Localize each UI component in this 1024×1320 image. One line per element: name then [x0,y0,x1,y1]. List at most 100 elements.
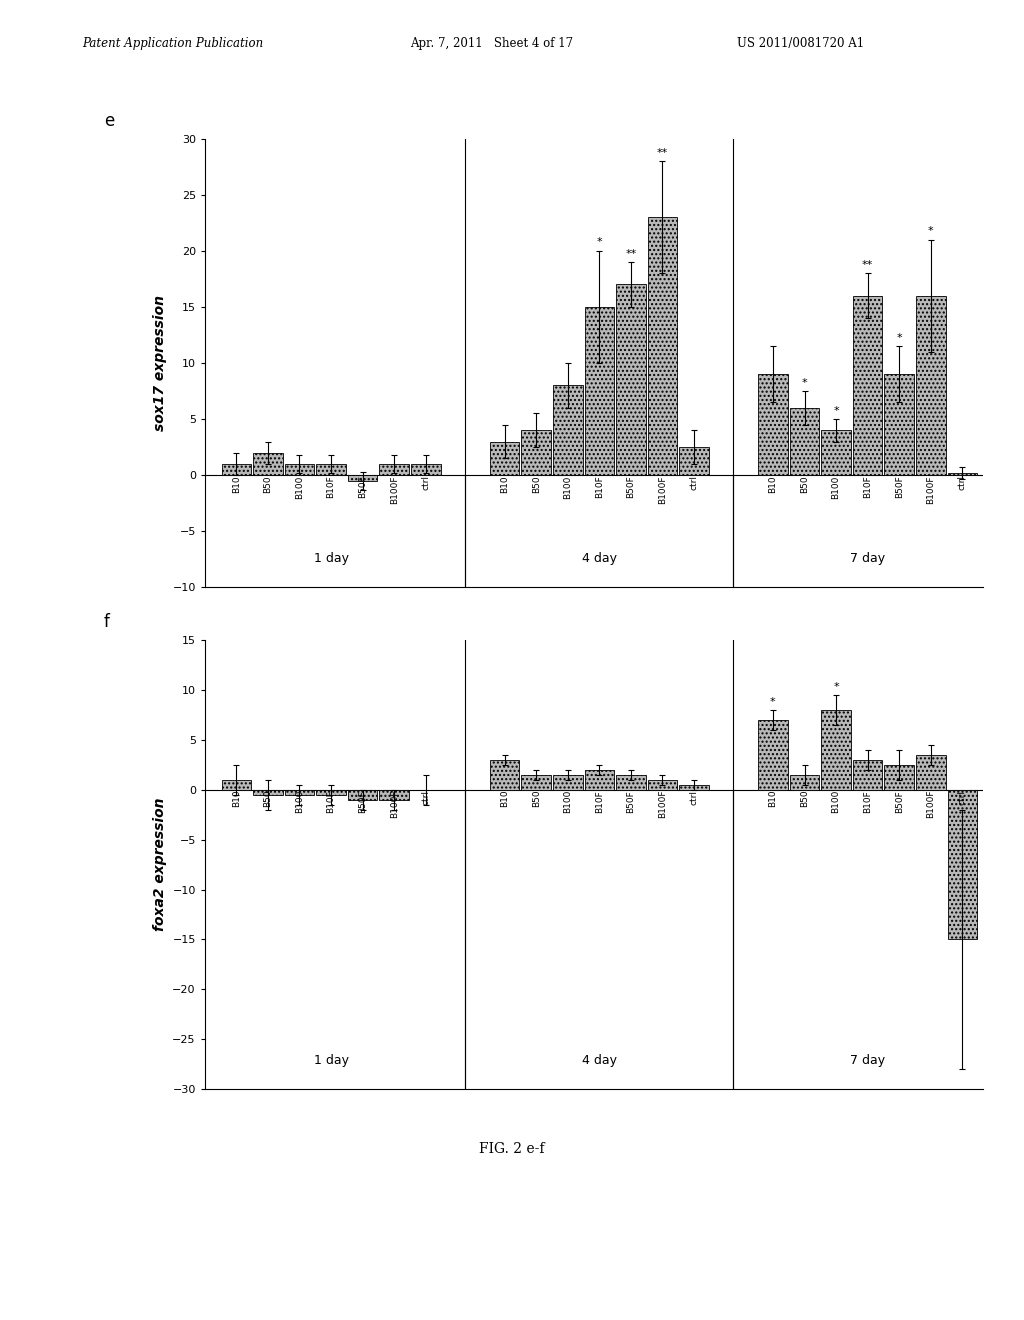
Bar [521,775,551,789]
Text: 4 day: 4 day [582,552,616,565]
Text: B100: B100 [831,475,841,499]
Y-axis label: foxa2 expression: foxa2 expression [153,797,167,932]
Text: Patent Application Publication: Patent Application Publication [82,37,263,50]
Bar [253,789,283,795]
Bar [790,775,819,789]
Bar [489,441,519,475]
Text: B100: B100 [563,475,572,499]
Bar [553,385,583,475]
Text: B50F: B50F [895,789,904,813]
Bar [221,780,251,789]
Text: 1 day: 1 day [313,552,348,565]
Text: B10F: B10F [327,789,336,813]
Bar [647,780,677,789]
Bar [915,755,945,789]
Text: B50F: B50F [895,475,904,498]
Text: B10F: B10F [595,789,604,813]
Bar [379,789,409,800]
Bar [585,306,614,475]
Bar [853,760,883,789]
Bar [616,284,646,475]
Text: B50: B50 [800,789,809,808]
Text: B100: B100 [831,789,841,813]
Text: 7 day: 7 day [850,552,885,565]
Bar [679,785,709,789]
Text: *: * [597,238,602,247]
Text: **: ** [626,248,637,259]
Text: B10: B10 [500,789,509,808]
Text: B50F: B50F [358,475,368,498]
Y-axis label: sox17 expression: sox17 expression [153,294,167,432]
Text: B100F: B100F [390,475,398,504]
Text: FIG. 2 e-f: FIG. 2 e-f [479,1142,545,1156]
Text: f: f [103,614,110,631]
Text: *: * [802,378,807,388]
Text: B10F: B10F [863,789,872,813]
Text: 7 day: 7 day [850,1053,885,1067]
Bar [348,789,378,800]
Bar [885,764,914,789]
Text: 4 day: 4 day [582,1053,616,1067]
Text: *: * [770,697,776,708]
Bar [316,789,346,795]
Text: B50: B50 [263,789,272,808]
Bar [679,447,709,475]
Bar [221,463,251,475]
Text: B50F: B50F [358,789,368,813]
Bar [885,375,914,475]
Bar [285,463,314,475]
Text: B50: B50 [531,789,541,808]
Text: B100F: B100F [658,789,667,818]
Bar [348,475,378,480]
Text: *: * [834,405,839,416]
Text: ctrl: ctrl [421,789,430,805]
Text: B10: B10 [231,475,241,492]
Text: B10: B10 [500,475,509,492]
Text: *: * [896,333,902,343]
Text: B100: B100 [563,789,572,813]
Bar [316,463,346,475]
Text: *: * [928,226,934,236]
Text: ctrl: ctrl [957,475,967,490]
Text: ctrl: ctrl [689,789,698,805]
Bar [947,473,977,475]
Text: B50: B50 [800,475,809,492]
Text: B50: B50 [263,475,272,492]
Text: B100F: B100F [658,475,667,504]
Text: B50F: B50F [627,789,636,813]
Text: B100F: B100F [390,789,398,818]
Text: B100: B100 [295,789,304,813]
Text: B10: B10 [231,789,241,808]
Bar [253,453,283,475]
Bar [758,719,787,789]
Text: B50F: B50F [627,475,636,498]
Bar [758,375,787,475]
Text: B10F: B10F [327,475,336,498]
Bar [790,408,819,475]
Bar [411,463,440,475]
Text: US 2011/0081720 A1: US 2011/0081720 A1 [737,37,864,50]
Bar [285,789,314,795]
Text: ctrl: ctrl [689,475,698,490]
Text: B100F: B100F [927,475,935,504]
Text: B10F: B10F [595,475,604,498]
Text: e: e [103,112,114,129]
Bar [585,770,614,789]
Text: B10F: B10F [863,475,872,498]
Text: ctrl: ctrl [957,789,967,805]
Bar [647,216,677,475]
Bar [616,775,646,789]
Text: B100: B100 [295,475,304,499]
Text: Apr. 7, 2011   Sheet 4 of 17: Apr. 7, 2011 Sheet 4 of 17 [410,37,572,50]
Text: 1 day: 1 day [313,1053,348,1067]
Text: B10: B10 [768,789,777,808]
Bar [915,296,945,475]
Bar [821,430,851,475]
Text: B10: B10 [768,475,777,492]
Bar [553,775,583,789]
Bar [379,463,409,475]
Bar [821,710,851,789]
Text: ctrl: ctrl [421,475,430,490]
Text: **: ** [862,260,873,269]
Bar [521,430,551,475]
